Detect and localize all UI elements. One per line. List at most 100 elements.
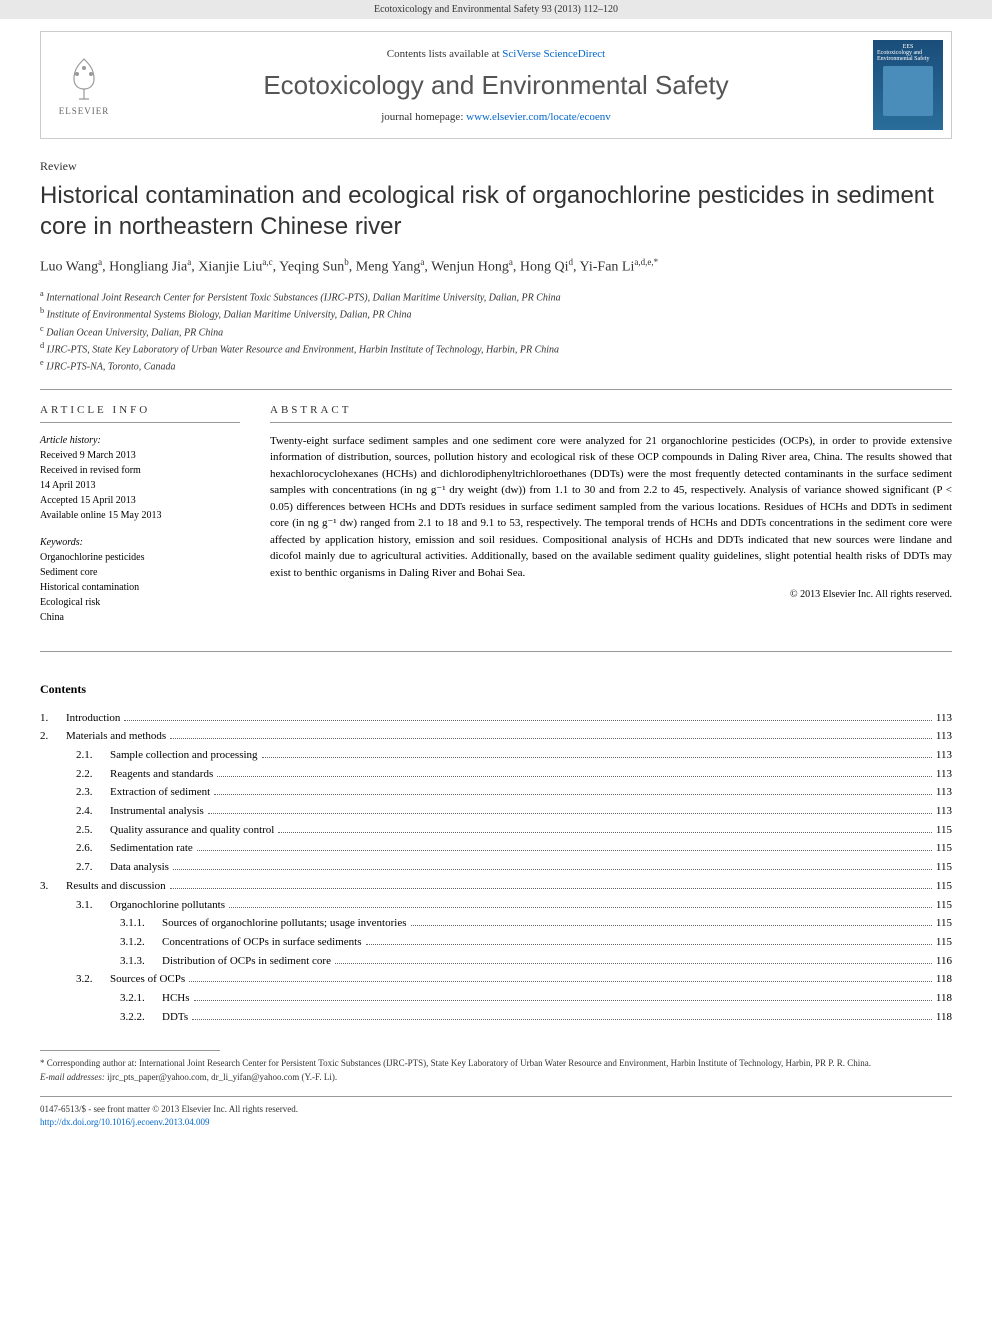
toc-leader-dots <box>124 720 932 721</box>
footnotes: * Corresponding author at: International… <box>40 1057 952 1084</box>
toc-number: 2.1. <box>76 746 104 765</box>
toc-row: 1.Introduction113 <box>40 709 952 728</box>
toc-leader-dots <box>192 1019 932 1020</box>
article-history-block: Article history: Received 9 March 2013Re… <box>40 433 240 523</box>
article-title: Historical contamination and ecological … <box>40 180 952 242</box>
contents-available: Contents lists available at SciVerse Sci… <box>119 48 873 60</box>
toc-label: Sample collection and processing <box>104 746 258 765</box>
elsevier-logo: ELSEVIER <box>49 45 119 125</box>
journal-cover-thumbnail: EES Ecotoxicology and Environmental Safe… <box>873 40 943 130</box>
toc-page: 115 <box>936 821 952 840</box>
history-line: 14 April 2013 <box>40 478 240 493</box>
toc-label: Concentrations of OCPs in surface sedime… <box>156 933 362 952</box>
doi-link[interactable]: http://dx.doi.org/10.1016/j.ecoenv.2013.… <box>40 1117 210 1127</box>
history-label: Article history: <box>40 433 240 448</box>
affiliation-line: b Institute of Environmental Systems Bio… <box>40 305 952 322</box>
toc-leader-dots <box>208 813 932 814</box>
article-info-heading: ARTICLE INFO <box>40 404 240 423</box>
keyword-line: China <box>40 610 240 625</box>
toc-leader-dots <box>197 850 932 851</box>
sciencedirect-link[interactable]: SciVerse ScienceDirect <box>502 48 605 60</box>
toc-row: 3.1.1.Sources of organochlorine pollutan… <box>40 914 952 933</box>
toc-number: 2.5. <box>76 821 104 840</box>
journal-homepage: journal homepage: www.elsevier.com/locat… <box>119 111 873 123</box>
toc-number: 2. <box>40 727 60 746</box>
toc-label: Instrumental analysis <box>104 802 204 821</box>
article-type-label: Review <box>40 159 952 174</box>
email-label: E-mail addresses: <box>40 1072 105 1082</box>
abstract-column: ABSTRACT Twenty-eight surface sediment s… <box>270 404 952 637</box>
toc-number: 2.2. <box>76 765 104 784</box>
toc-label: Results and discussion <box>60 877 166 896</box>
journal-name: Ecotoxicology and Environmental Safety <box>119 70 873 101</box>
email-line: E-mail addresses: ijrc_pts_paper@yahoo.c… <box>40 1071 952 1085</box>
doi-line: http://dx.doi.org/10.1016/j.ecoenv.2013.… <box>40 1116 952 1129</box>
toc-number: 2.3. <box>76 783 104 802</box>
toc-leader-dots <box>411 925 932 926</box>
toc-heading: Contents <box>40 682 952 697</box>
history-line: Received in revised form <box>40 463 240 478</box>
toc-label: Reagents and standards <box>104 765 213 784</box>
table-of-contents: 1.Introduction1132.Materials and methods… <box>40 709 952 1027</box>
toc-row: 2.1.Sample collection and processing113 <box>40 746 952 765</box>
toc-label: Extraction of sediment <box>104 783 210 802</box>
divider <box>40 651 952 652</box>
toc-label: DDTs <box>156 1008 188 1027</box>
footnote-divider <box>40 1050 220 1051</box>
toc-page: 118 <box>936 970 952 989</box>
toc-leader-dots <box>173 869 932 870</box>
toc-leader-dots <box>366 944 932 945</box>
abstract-text: Twenty-eight surface sediment samples an… <box>270 433 952 582</box>
affiliations: a International Joint Research Center fo… <box>40 288 952 375</box>
toc-leader-dots <box>189 981 932 982</box>
history-line: Accepted 15 April 2013 <box>40 493 240 508</box>
toc-page: 113 <box>936 802 952 821</box>
toc-row: 3.2.Sources of OCPs 118 <box>40 970 952 989</box>
toc-label: Distribution of OCPs in sediment core <box>156 952 331 971</box>
keywords-block: Keywords: Organochlorine pesticidesSedim… <box>40 535 240 625</box>
toc-row: 3.1.2.Concentrations of OCPs in surface … <box>40 933 952 952</box>
toc-page: 116 <box>936 952 952 971</box>
corresponding-author-note: * Corresponding author at: International… <box>40 1057 952 1071</box>
toc-number: 3.2. <box>76 970 104 989</box>
toc-page: 113 <box>936 765 952 784</box>
toc-number: 1. <box>40 709 60 728</box>
bottom-bar: 0147-6513/$ - see front matter © 2013 El… <box>40 1096 952 1128</box>
toc-leader-dots <box>335 963 932 964</box>
toc-row: 3.1.3.Distribution of OCPs in sediment c… <box>40 952 952 971</box>
toc-row: 2.5.Quality assurance and quality contro… <box>40 821 952 840</box>
divider <box>40 389 952 390</box>
article-info-column: ARTICLE INFO Article history: Received 9… <box>40 404 240 637</box>
keywords-label: Keywords: <box>40 535 240 550</box>
toc-number: 3.1. <box>76 896 104 915</box>
toc-row: 2.6.Sedimentation rate115 <box>40 839 952 858</box>
toc-label: Sedimentation rate <box>104 839 193 858</box>
toc-page: 115 <box>936 914 952 933</box>
issn-line: 0147-6513/$ - see front matter © 2013 El… <box>40 1103 952 1116</box>
cover-image-icon <box>883 66 933 116</box>
homepage-link[interactable]: www.elsevier.com/locate/ecoenv <box>466 111 611 123</box>
author-list: Luo Wanga, Hongliang Jiaa, Xianjie Liua,… <box>40 256 952 278</box>
toc-row: 3.1.Organochlorine pollutants115 <box>40 896 952 915</box>
toc-row: 2.2.Reagents and standards 113 <box>40 765 952 784</box>
toc-leader-dots <box>262 757 932 758</box>
toc-label: Sources of OCPs <box>104 970 185 989</box>
toc-page: 115 <box>936 896 952 915</box>
toc-leader-dots <box>217 776 932 777</box>
toc-row: 2.Materials and methods113 <box>40 727 952 746</box>
toc-number: 3.1.3. <box>120 952 156 971</box>
abstract-copyright: © 2013 Elsevier Inc. All rights reserved… <box>270 589 952 600</box>
affiliation-line: e IJRC-PTS-NA, Toronto, Canada <box>40 357 952 374</box>
toc-leader-dots <box>194 1000 932 1001</box>
elsevier-tree-icon <box>59 54 109 104</box>
affiliation-line: c Dalian Ocean University, Dalian, PR Ch… <box>40 323 952 340</box>
toc-label: Data analysis <box>104 858 169 877</box>
running-head-text: Ecotoxicology and Environmental Safety 9… <box>374 4 618 15</box>
toc-row: 2.3.Extraction of sediment113 <box>40 783 952 802</box>
email-addresses: ijrc_pts_paper@yahoo.com, dr_li_yifan@ya… <box>107 1072 337 1082</box>
toc-number: 3.2.1. <box>120 989 156 1008</box>
toc-page: 115 <box>936 858 952 877</box>
elsevier-text: ELSEVIER <box>59 106 110 116</box>
toc-label: Introduction <box>60 709 120 728</box>
toc-label: HCHs <box>156 989 190 1008</box>
